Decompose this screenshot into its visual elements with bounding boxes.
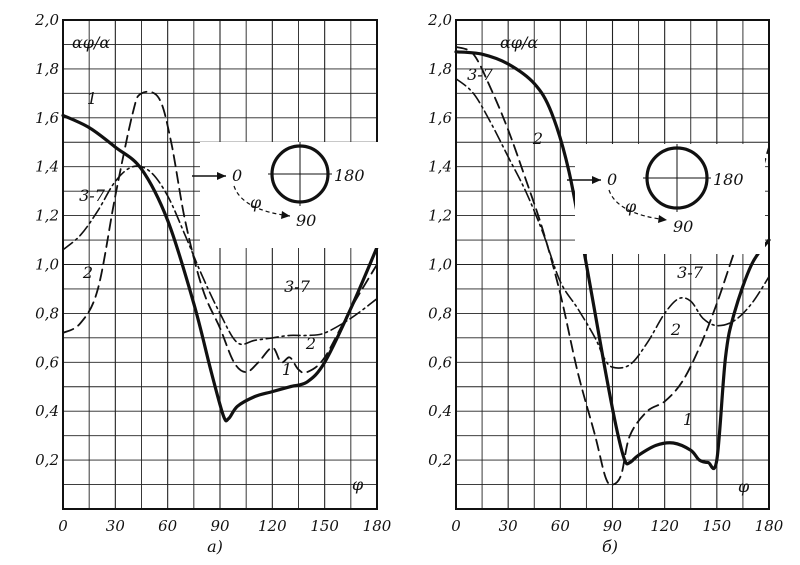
y-tick-label: 1,6 <box>428 109 452 127</box>
series-line-2 <box>62 90 378 374</box>
chart-panel-1: 0 30 60 90 120 150 1800,20,40,60,81,01,21,41,6… <box>34 11 392 556</box>
y-tick-label: 1,0 <box>35 256 59 274</box>
y-tick-label: 1,8 <box>35 60 59 78</box>
inset-diagram: 0φ 90 180 <box>192 142 386 248</box>
x-axis-label: φ <box>738 477 750 496</box>
inset-label-90: 90 <box>673 217 693 236</box>
panel-caption: а) <box>207 537 223 556</box>
x-tick-label: 0 <box>58 517 68 535</box>
angle-arc-arrowhead <box>658 215 667 223</box>
y-tick-label: 0,8 <box>35 304 59 322</box>
flow-arrow-head <box>217 172 226 180</box>
panel-caption: б) <box>602 537 618 556</box>
series-label-2: 2 <box>670 320 681 339</box>
y-axis-label: αφ/α <box>500 33 538 52</box>
angle-arc <box>233 185 291 217</box>
grid <box>455 19 770 510</box>
series-line-1 <box>454 50 771 471</box>
inset-background <box>575 144 765 254</box>
inset-label-180: 180 <box>713 170 744 189</box>
y-tick-label: 1,8 <box>428 60 452 78</box>
inset-label-0: 0 <box>607 170 617 189</box>
grid <box>62 19 378 510</box>
y-tick-label: 1,2 <box>428 207 452 225</box>
y-tick-label: 0,4 <box>428 402 452 420</box>
inset-label-phi: φ <box>625 197 637 216</box>
x-tick-label: 60 <box>551 517 571 535</box>
series-line-2 <box>455 46 770 486</box>
y-tick-label: 1,6 <box>35 109 59 127</box>
flow-arrow-head <box>592 176 601 184</box>
x-tick-label: 150 <box>703 517 732 535</box>
y-tick-label: 1,4 <box>428 158 452 176</box>
y-tick-label: 0,2 <box>428 451 452 469</box>
series-line-3-7 <box>62 165 378 346</box>
x-tick-label: 150 <box>310 517 339 535</box>
y-tick-label: 2,0 <box>427 11 452 29</box>
series-label-1: 1 <box>87 89 97 108</box>
plot-frame <box>455 19 770 510</box>
x-tick-label: 30 <box>106 517 126 535</box>
series-label-3-7: 3-7 <box>677 263 704 282</box>
series-label-2: 2 <box>82 263 93 282</box>
y-tick-label: 1,2 <box>35 207 59 225</box>
x-tick-label: 180 <box>755 517 784 535</box>
y-tick-label: 1,4 <box>35 158 59 176</box>
inset-background <box>200 142 386 248</box>
x-tick-label: 0 <box>451 517 461 535</box>
y-tick-label: 0,6 <box>428 353 452 371</box>
series-label-3-7: 3-7 <box>467 65 494 84</box>
inset-label-0: 0 <box>232 166 242 185</box>
series-line-1 <box>61 113 379 423</box>
y-tick-label: 1,0 <box>428 256 452 274</box>
x-axis-label: φ <box>352 475 364 494</box>
series-label-3-7: 3-7 <box>284 277 311 296</box>
series-label-1: 1 <box>683 410 693 429</box>
x-tick-label: 90 <box>210 517 230 535</box>
x-tick-label: 120 <box>650 517 679 535</box>
angle-arc-arrowhead <box>281 211 290 219</box>
x-tick-label: 90 <box>603 517 623 535</box>
y-tick-label: 0,6 <box>35 353 59 371</box>
x-tick-label: 60 <box>158 517 178 535</box>
series-label-2: 2 <box>305 334 316 353</box>
series-label-1: 1 <box>282 360 292 379</box>
x-tick-label: 120 <box>258 517 287 535</box>
y-tick-label: 2,0 <box>34 11 59 29</box>
chart-panel-2: 0 30 60 90 120 150 1800,20,40,60,81,01,21,41,6… <box>427 11 784 556</box>
y-tick-label: 0,4 <box>35 402 59 420</box>
inset-label-phi: φ <box>250 193 262 212</box>
angle-arc <box>608 189 668 221</box>
y-tick-label: 0,8 <box>428 304 452 322</box>
y-tick-label: 0,2 <box>35 451 59 469</box>
series-label-3-7: 3-7 <box>79 186 106 205</box>
series-line-3-7 <box>455 77 770 369</box>
x-tick-label: 30 <box>499 517 519 535</box>
x-tick-label: 180 <box>363 517 392 535</box>
inset-label-90: 90 <box>296 211 316 230</box>
series-label-2: 2 <box>532 129 543 148</box>
inset-label-180: 180 <box>334 166 365 185</box>
inset-diagram: 0φ 90 180 <box>567 144 765 254</box>
y-axis-label: αφ/α <box>72 33 110 52</box>
